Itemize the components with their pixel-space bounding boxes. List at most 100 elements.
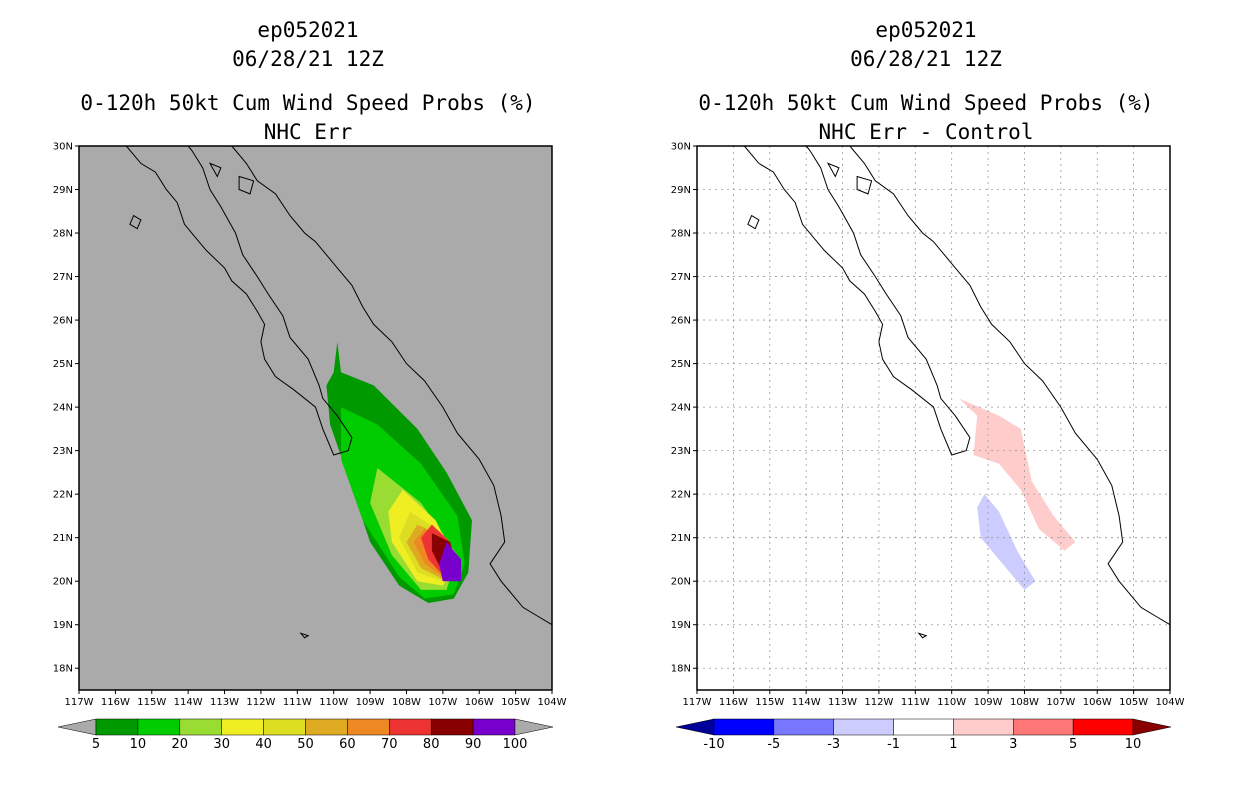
right-island — [856, 175, 873, 195]
left-x-tick-label: 111W — [283, 697, 312, 708]
right-colorbar-above-arrow — [1132, 718, 1172, 736]
right-title-storm: ep052021 — [875, 18, 977, 42]
right-y-tick-label: 27N — [671, 272, 691, 283]
left-colorbar-label: 60 — [339, 737, 356, 752]
right-x-tick-label: 112W — [864, 697, 893, 708]
left-x-tick-label: 107W — [428, 697, 457, 708]
right-colorbar-label: -5 — [767, 737, 780, 752]
right-y-tick-label: 28N — [671, 229, 691, 240]
right-title-date: 06/28/21 12Z — [850, 47, 1002, 71]
right-colorbar-swatch — [893, 718, 954, 736]
left-y-tick-label: 22N — [53, 490, 73, 501]
right-x-tick-label: 113W — [828, 697, 857, 708]
left-contour-90 — [439, 542, 461, 582]
right-y-tick-label: 25N — [671, 359, 691, 370]
left-x-tick-label: 115W — [137, 697, 166, 708]
right-x-tick-label: 109W — [974, 697, 1003, 708]
left-map-background — [79, 146, 552, 690]
left-colorbar-swatch — [263, 718, 306, 736]
left-colorbar-above-arrow — [514, 718, 554, 736]
right-colorbar-below-arrow — [675, 718, 715, 736]
left-colorbar-swatch — [179, 718, 222, 736]
right-x-tick-label: 116W — [719, 697, 748, 708]
left-island — [129, 214, 142, 230]
right-y-tick-label: 30N — [671, 142, 691, 153]
left-colorbar-swatch — [430, 718, 474, 736]
right-colorbar-swatch — [833, 718, 894, 736]
right-colorbar-swatch — [1013, 718, 1074, 736]
right-x-tick-label: 104W — [1156, 697, 1185, 708]
right-colorbar-label: -3 — [827, 737, 840, 752]
right-y-tick-label: 20N — [671, 577, 691, 588]
right-colorbar-label: 10 — [1125, 737, 1142, 752]
right-coastline-baja — [743, 145, 971, 456]
right-colorbar-label: 1 — [949, 737, 957, 752]
right-y-tick-label: 23N — [671, 446, 691, 457]
left-y-tick-label: 20N — [53, 577, 73, 588]
right-x-tick-label: 105W — [1119, 697, 1148, 708]
left-x-tick-label: 113W — [210, 697, 239, 708]
right-map-background — [697, 146, 1170, 690]
right-map-frame — [696, 145, 1171, 691]
right-y-tick-label: 24N — [671, 403, 691, 414]
right-x-tick-label: 107W — [1046, 697, 1075, 708]
right-y-tick-label: 21N — [671, 533, 691, 544]
left-x-tick-label: 109W — [356, 697, 385, 708]
right-contour-1 — [959, 398, 1076, 551]
left-x-tick-label: 117W — [65, 697, 94, 708]
left-x-tick-label: 105W — [501, 697, 530, 708]
left-island — [238, 175, 255, 195]
left-colorbar-swatch — [472, 718, 516, 736]
left-x-tick-label: 108W — [392, 697, 421, 708]
left-y-tick-label: 18N — [53, 664, 73, 675]
right-x-tick-label: 114W — [792, 697, 821, 708]
right-colorbar-swatch — [1072, 718, 1134, 736]
right-y-tick-label: 22N — [671, 490, 691, 501]
left-colorbar-label: 20 — [172, 737, 189, 752]
right-colorbar-swatch — [773, 718, 834, 736]
left-colorbar-label: 50 — [297, 737, 314, 752]
right-y-tick-label: 29N — [671, 185, 691, 196]
left-colorbar-label: 30 — [213, 737, 230, 752]
left-colorbar-label: 40 — [255, 737, 272, 752]
right-colorbar-label: -1 — [887, 737, 900, 752]
right-colorbar-swatch — [713, 718, 775, 736]
right-x-tick-label: 110W — [937, 697, 966, 708]
right-colorbar-swatch — [953, 718, 1014, 736]
right-island — [826, 162, 840, 178]
left-x-tick-label: 114W — [174, 697, 203, 708]
left-title-storm: ep052021 — [257, 18, 359, 42]
right-y-tick-label: 18N — [671, 664, 691, 675]
left-colorbar: 5 10 20 30 40 50 60 70 80 90 100 — [57, 718, 554, 752]
left-island — [299, 632, 310, 639]
left-y-tick-label: 24N — [53, 403, 73, 414]
left-y-tick-label: 25N — [53, 359, 73, 370]
right-title-subtitle: NHC Err - Control — [818, 120, 1034, 144]
left-x-tick-label: 116W — [101, 697, 130, 708]
left-colorbar-below-arrow — [57, 718, 97, 736]
right-map-panel: 117W 116W 115W 114W 113W 112W 111W 110W 109W 108W… — [671, 142, 1185, 709]
left-y-tick-label: 29N — [53, 185, 73, 196]
right-x-tick-label: 117W — [683, 697, 712, 708]
left-x-tick-label: 104W — [538, 697, 567, 708]
right-x-tick-label: 108W — [1010, 697, 1039, 708]
left-colorbar-label: 10 — [130, 737, 147, 752]
left-colorbar-swatch — [95, 718, 139, 736]
left-y-tick-label: 28N — [53, 229, 73, 240]
left-colorbar-swatch — [347, 718, 390, 736]
right-island — [917, 632, 928, 639]
left-y-tick-label: 21N — [53, 533, 73, 544]
left-colorbar-label: 70 — [381, 737, 398, 752]
right-x-tick-label: 111W — [901, 697, 930, 708]
left-colorbar-label: 80 — [423, 737, 440, 752]
right-y-tick-label: 26N — [671, 316, 691, 327]
right-contour-neg1 — [977, 494, 1036, 590]
right-y-tick-label: 19N — [671, 620, 691, 631]
left-title-product: 0-120h 50kt Cum Wind Speed Probs (%) — [80, 91, 536, 115]
left-y-tick-label: 27N — [53, 272, 73, 283]
right-x-tick-label: 106W — [1083, 697, 1112, 708]
left-y-tick-label: 30N — [53, 142, 73, 153]
right-colorbar-label: 5 — [1069, 737, 1077, 752]
left-colorbar-label: 5 — [92, 737, 100, 752]
